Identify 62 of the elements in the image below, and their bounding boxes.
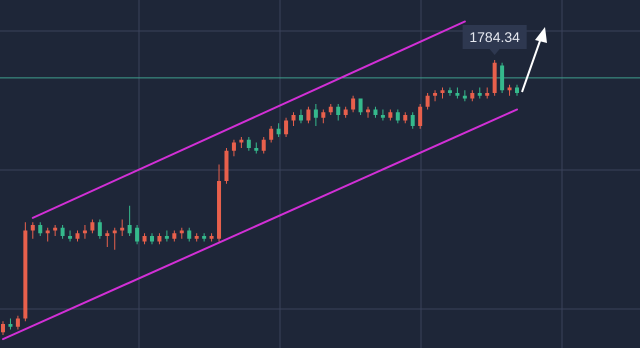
candlestick	[418, 104, 422, 130]
candlestick	[366, 106, 370, 118]
candlestick	[172, 230, 176, 242]
candlestick	[336, 104, 340, 121]
candlestick	[478, 87, 482, 99]
candlestick	[344, 106, 348, 118]
candlestick	[82, 224, 87, 240]
candlestick	[105, 230, 110, 248]
candlestick	[396, 109, 400, 124]
candlestick	[440, 87, 445, 99]
candlestick	[388, 109, 392, 121]
candlestick	[515, 84, 519, 96]
candlestick	[60, 224, 65, 240]
candlestick	[358, 98, 363, 116]
candlestick	[8, 318, 12, 330]
candlestick	[298, 109, 303, 124]
candlestick	[410, 112, 415, 130]
candlestick	[180, 227, 184, 240]
candlestick	[328, 104, 333, 116]
candlestick	[254, 142, 258, 154]
candlestick	[508, 84, 512, 96]
candlestick	[120, 219, 124, 236]
candlestick	[187, 227, 192, 242]
annotation: 1784.34	[469, 29, 520, 45]
candlestick	[53, 224, 58, 236]
candlestick	[16, 315, 20, 330]
candlestick	[142, 232, 147, 245]
candlestick	[470, 90, 474, 102]
candlestick	[75, 230, 80, 242]
candlestick	[284, 117, 288, 138]
candlestick	[30, 222, 35, 240]
candlestick	[164, 230, 169, 242]
candlestick	[157, 232, 162, 245]
candlestick	[112, 227, 117, 250]
candlestick	[232, 139, 236, 157]
candlestick	[246, 136, 251, 152]
candlestick	[485, 87, 490, 99]
candlestick	[321, 109, 326, 124]
candlestick	[262, 136, 266, 154]
candlestick	[135, 224, 140, 245]
candlestick	[90, 219, 94, 234]
candlestick	[462, 90, 467, 102]
candlestick	[98, 219, 102, 240]
candlestick	[433, 90, 438, 102]
candlestick	[426, 92, 430, 110]
candlestick	[292, 112, 296, 126]
candlestick	[380, 109, 385, 121]
candlestick	[46, 227, 50, 242]
candlestick	[314, 104, 318, 126]
candlestick	[306, 106, 310, 124]
candlestick	[150, 232, 154, 245]
candlestick	[128, 205, 132, 236]
candlestick	[1, 320, 5, 336]
candlestick	[373, 106, 378, 118]
candlestick	[269, 126, 274, 143]
candlestick	[403, 112, 408, 124]
candlestick	[239, 136, 244, 148]
candlestick	[276, 122, 281, 138]
candlestick	[38, 222, 42, 236]
candlestick	[455, 87, 460, 99]
candlestick	[351, 95, 356, 113]
candlestick	[68, 230, 72, 242]
